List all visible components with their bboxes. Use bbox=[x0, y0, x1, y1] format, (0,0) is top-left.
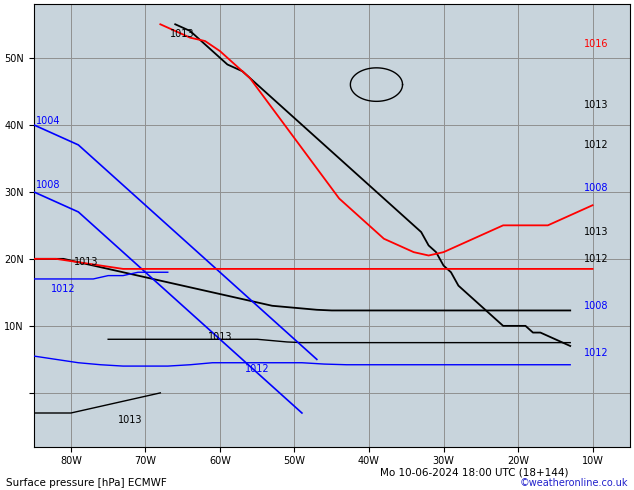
Text: 1012: 1012 bbox=[584, 254, 609, 264]
Text: 1004: 1004 bbox=[36, 117, 61, 126]
Text: 1013: 1013 bbox=[74, 257, 98, 267]
Text: 1012: 1012 bbox=[51, 284, 75, 294]
Text: Mo 10-06-2024 18:00 UTC (18+144): Mo 10-06-2024 18:00 UTC (18+144) bbox=[380, 468, 569, 478]
Text: Surface pressure [hPa] ECMWF: Surface pressure [hPa] ECMWF bbox=[6, 478, 167, 488]
Text: 1013: 1013 bbox=[584, 227, 609, 237]
Text: 1012: 1012 bbox=[245, 365, 269, 374]
Text: 1013: 1013 bbox=[584, 99, 609, 110]
Text: 1012: 1012 bbox=[584, 348, 609, 358]
Text: 1008: 1008 bbox=[584, 183, 609, 194]
Text: ©weatheronline.co.uk: ©weatheronline.co.uk bbox=[519, 478, 628, 488]
Text: 1008: 1008 bbox=[36, 180, 61, 190]
Text: 1016: 1016 bbox=[584, 39, 609, 49]
Text: 1013: 1013 bbox=[171, 29, 195, 39]
Text: 1012: 1012 bbox=[584, 140, 609, 150]
Text: 1008: 1008 bbox=[584, 301, 609, 311]
Text: 1013: 1013 bbox=[119, 415, 143, 425]
Text: 1013: 1013 bbox=[208, 332, 232, 343]
